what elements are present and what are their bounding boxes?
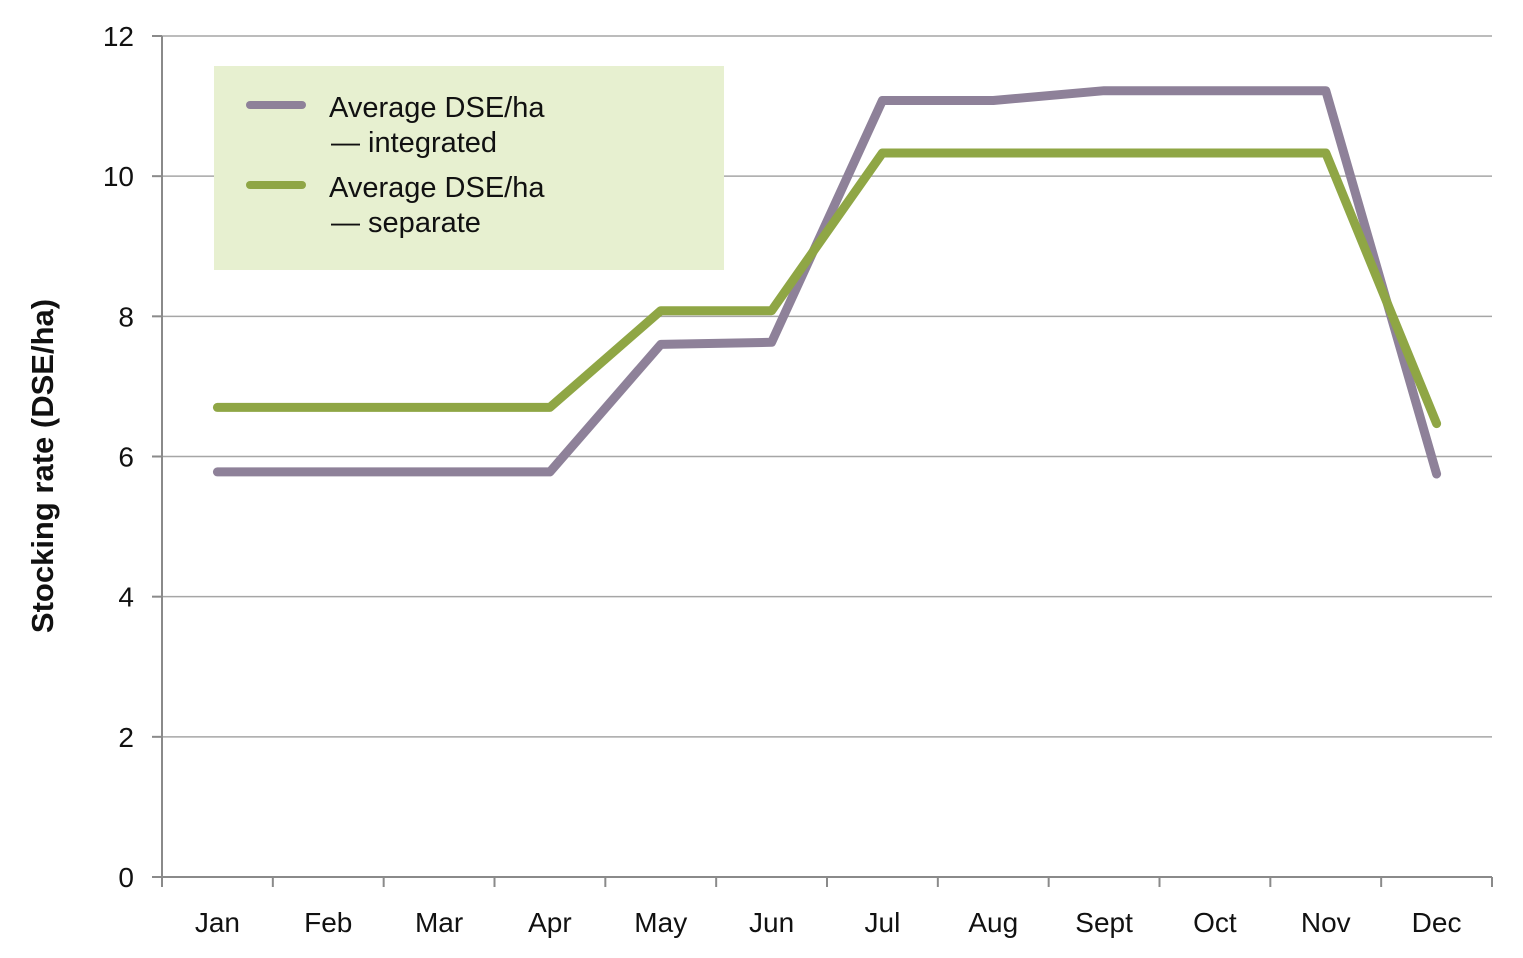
legend-background <box>214 66 724 270</box>
legend-label-separate-line2: — separate <box>331 207 481 239</box>
x-tick-label-jan: Jan <box>195 907 240 938</box>
x-tick-label-aug: Aug <box>968 907 1018 938</box>
x-tick-label-oct: Oct <box>1193 907 1237 938</box>
legend-label-separate-line1: Average DSE/ha <box>329 172 545 204</box>
legend: Average DSE/ha — integrated Average DSE/… <box>214 66 724 270</box>
x-tick-label-nov: Nov <box>1301 907 1351 938</box>
y-axis-ticks: 0 2 4 6 8 10 12 <box>103 21 162 893</box>
series-line-separate <box>212 148 1442 429</box>
y-tick-label: 10 <box>103 161 134 192</box>
x-tick-label-feb: Feb <box>304 907 352 938</box>
x-tick-label-dec: Dec <box>1412 907 1462 938</box>
y-tick-label: 6 <box>118 442 134 473</box>
x-tick-label-jul: Jul <box>865 907 901 938</box>
legend-label-integrated-line1: Average DSE/ha <box>329 92 545 124</box>
series-lines <box>212 86 1442 479</box>
x-tick-label-may: May <box>634 907 687 938</box>
y-axis-title: Stocking rate (DSE/ha) <box>25 299 60 633</box>
y-tick-label: 4 <box>118 582 134 613</box>
x-axis-ticks: Jan Feb Mar Apr May Jun Jul Aug Sept Oct Nov Dec <box>161 877 1493 938</box>
y-tick-label: 2 <box>118 722 134 753</box>
y-tick-label: 8 <box>118 301 134 332</box>
x-tick-label-sept: Sept <box>1075 907 1133 938</box>
legend-label-integrated-line2: — integrated <box>331 127 497 159</box>
x-tick-label-jun: Jun <box>749 907 794 938</box>
x-tick-label-mar: Mar <box>415 907 463 938</box>
y-tick-label: 12 <box>103 21 134 52</box>
y-tick-label: 0 <box>118 862 134 893</box>
x-tick-label-apr: Apr <box>528 907 572 938</box>
series-line-integrated <box>212 86 1442 479</box>
